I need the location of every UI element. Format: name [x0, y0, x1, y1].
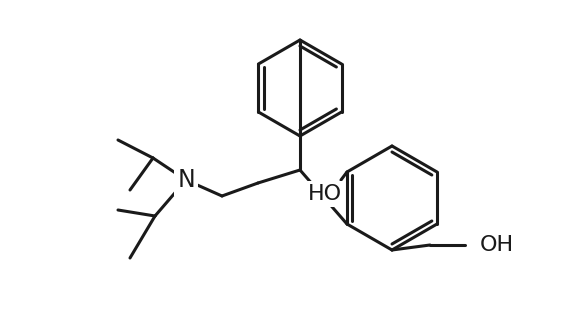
Text: OH: OH [480, 235, 514, 255]
Text: N: N [177, 168, 195, 192]
Text: HO: HO [308, 184, 342, 204]
